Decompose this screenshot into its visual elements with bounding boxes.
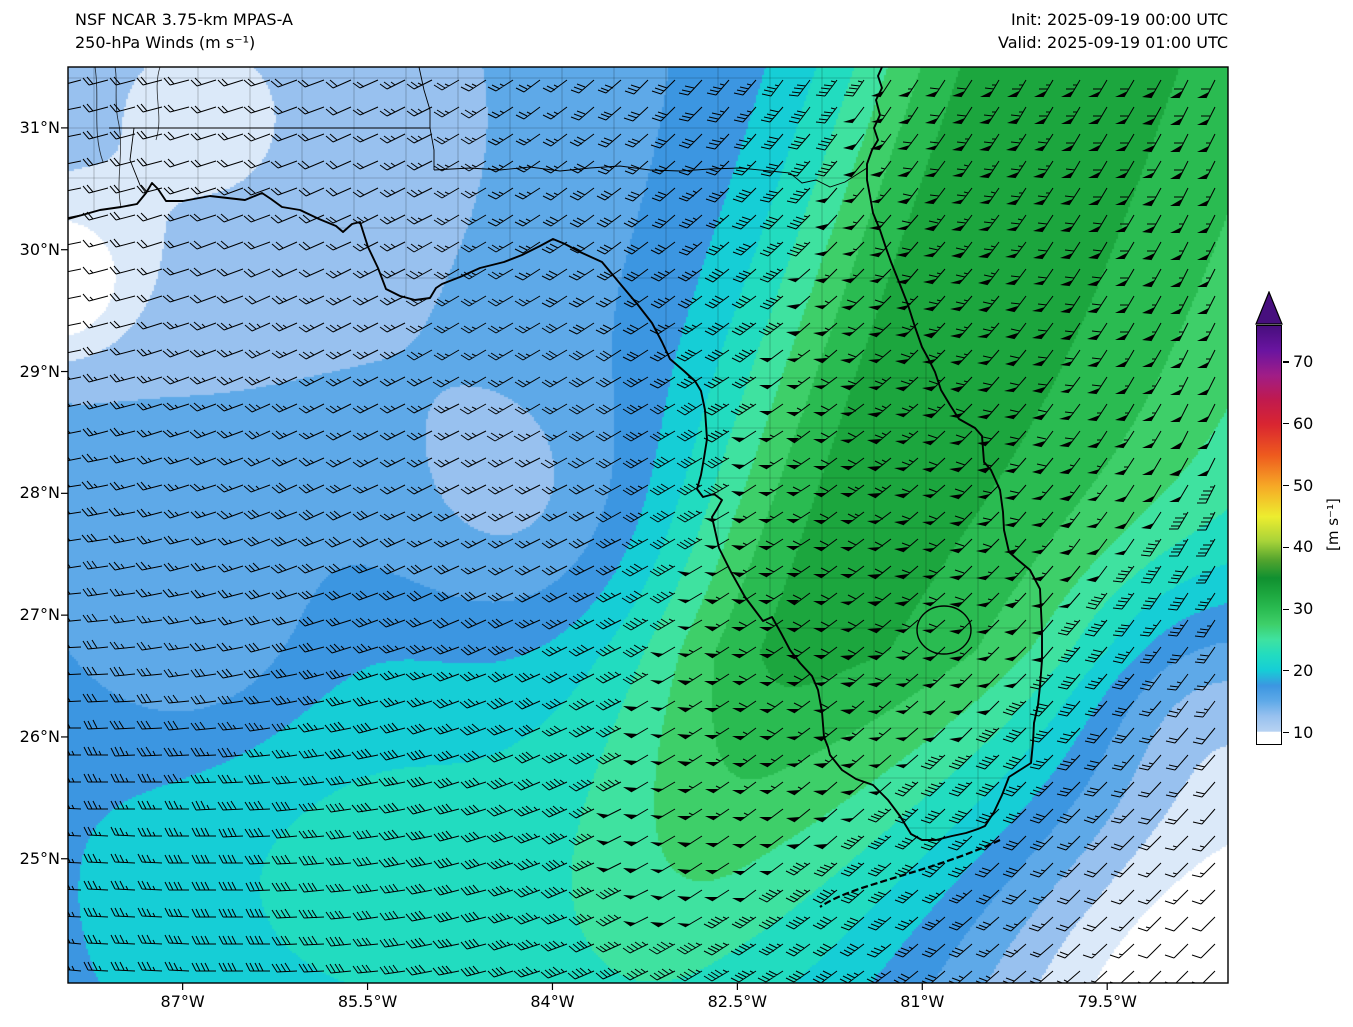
init-time-label: Init: 2025-09-19 00:00 UTC — [1010, 10, 1228, 29]
colorbar-tick-label: 40 — [1293, 537, 1314, 557]
colorbar-tick-label: 20 — [1293, 660, 1314, 680]
colorbar-tick-label: 10 — [1293, 722, 1314, 742]
valid-time-label: Valid: 2025-09-19 01:00 UTC — [997, 33, 1228, 52]
lat-tick-label: 31°N — [19, 117, 60, 137]
colorbar-tick-label: 60 — [1293, 413, 1314, 433]
colorbar-tick-mark — [1283, 670, 1289, 672]
colorbar-tick-mark — [1283, 608, 1289, 610]
rivers — [94, 67, 161, 208]
title-line-1: NSF NCAR 3.75-km MPAS-A — [75, 10, 293, 29]
lon-tick-label: 85.5°W — [337, 992, 398, 1011]
coastline — [68, 67, 1043, 841]
county-lines — [68, 67, 1042, 840]
colorbar-tick-label: 30 — [1293, 599, 1314, 619]
lon-tick-label: 87°W — [160, 992, 205, 1011]
wind-barb-pennants — [596, 91, 1209, 927]
lat-tick-label: 25°N — [19, 848, 60, 868]
colorbar-tick-mark — [1283, 423, 1289, 425]
colorbar-tick-label: 50 — [1293, 475, 1314, 495]
colorbar-tick-mark — [1283, 361, 1289, 363]
lon-tick-label: 84°W — [530, 992, 575, 1011]
colorbar-unit-label: [m s⁻¹] — [1324, 498, 1342, 551]
colorbar-tick-mark — [1283, 546, 1289, 548]
lat-tick-label: 27°N — [19, 605, 60, 625]
colorbar-tick-label: 70 — [1293, 352, 1314, 372]
lake-okeechobee — [916, 605, 972, 655]
lat-tick-label: 28°N — [19, 483, 60, 503]
figure-title: NSF NCAR 3.75-km MPAS-A 250-hPa Winds (m… — [75, 8, 293, 54]
florida-keys — [819, 839, 1001, 908]
lon-tick-label: 79.5°W — [1077, 992, 1137, 1011]
colorbar-gradient — [1256, 325, 1282, 745]
colorbar-tick-mark — [1283, 484, 1289, 487]
state-borders — [109, 67, 868, 194]
colorbar-extend-arrow-icon — [1255, 291, 1283, 325]
lat-tick-label: 26°N — [19, 726, 60, 746]
lat-tick-label: 30°N — [19, 239, 60, 259]
lon-tick-label: 82.5°W — [707, 992, 768, 1011]
title-line-2: 250-hPa Winds (m s⁻¹) — [75, 33, 256, 52]
plot-frame — [67, 66, 1229, 984]
run-times: Init: 2025-09-19 00:00 UTC Valid: 2025-0… — [998, 8, 1228, 54]
lat-tick-label: 29°N — [19, 361, 60, 381]
lon-tick-label: 81°W — [900, 992, 945, 1011]
wind-barb-staffs — [68, 76, 1216, 983]
colorbar-tick-mark — [1283, 732, 1289, 734]
